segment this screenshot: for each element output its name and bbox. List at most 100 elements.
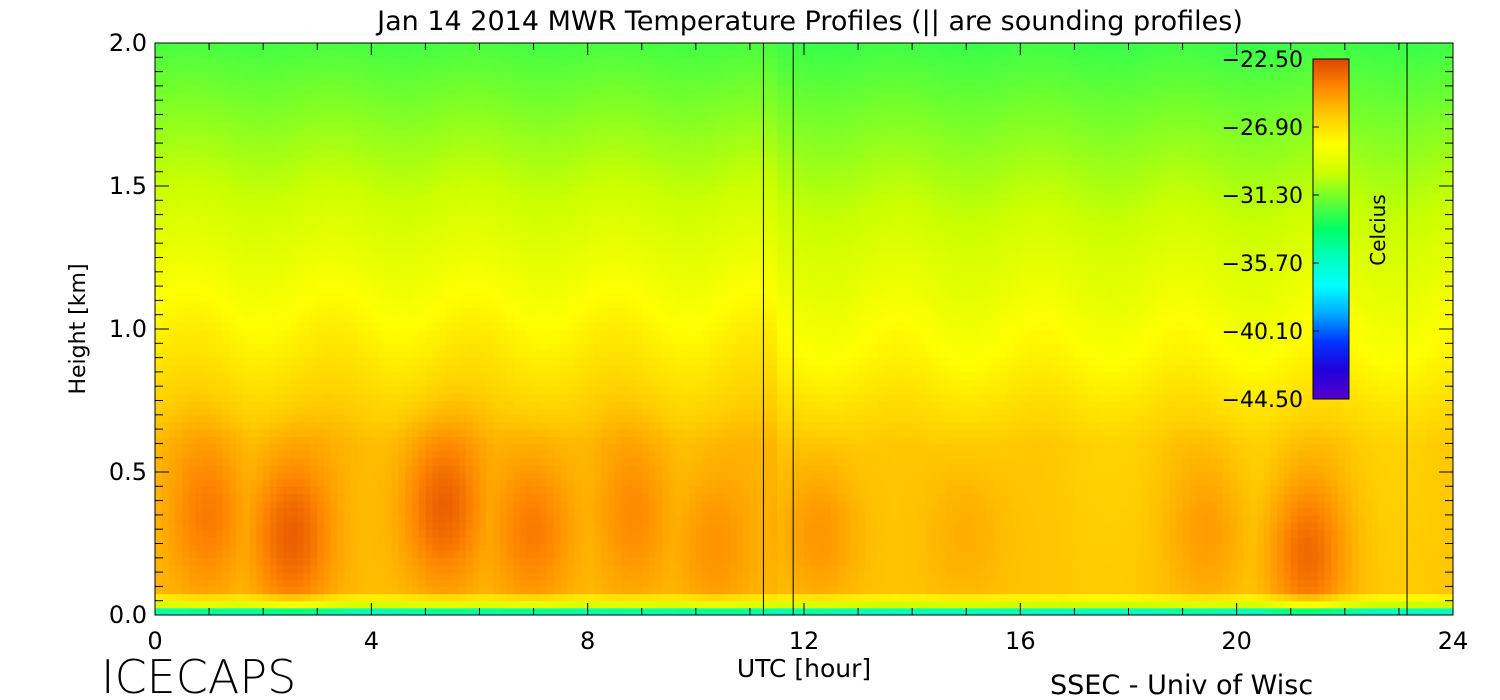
heatmap-cell xyxy=(479,193,487,201)
heatmap-cell xyxy=(337,85,345,94)
heatmap-cell xyxy=(371,171,379,180)
heatmap-cell xyxy=(330,493,339,502)
heatmap-cell xyxy=(242,135,251,144)
heatmap-cell xyxy=(432,178,440,187)
heatmap-cell xyxy=(520,300,528,309)
heatmap-cell xyxy=(357,300,366,309)
heatmap-cell xyxy=(398,257,406,266)
heatmap-cell xyxy=(283,557,291,566)
heatmap-cell xyxy=(398,450,406,459)
heatmap-cell xyxy=(330,464,339,473)
heatmap-cell xyxy=(378,371,386,380)
heatmap-cell xyxy=(337,121,345,130)
heatmap-cell xyxy=(398,135,406,144)
heatmap-cell xyxy=(391,357,399,366)
heatmap-cell xyxy=(195,586,203,595)
heatmap-cell xyxy=(513,564,521,573)
heatmap-cell xyxy=(445,193,454,201)
heatmap-cell xyxy=(432,371,440,380)
heatmap-cell xyxy=(486,493,494,502)
heatmap-cell xyxy=(520,186,528,194)
heatmap-cell xyxy=(486,300,494,309)
heatmap-cell xyxy=(560,164,568,173)
heatmap-cell xyxy=(465,357,474,366)
heatmap-cell xyxy=(540,429,548,437)
heatmap-cell xyxy=(324,71,332,80)
heatmap-cell xyxy=(493,178,501,187)
heatmap-cell xyxy=(479,400,487,409)
heatmap-cell xyxy=(337,43,345,51)
heatmap-cell xyxy=(364,207,372,216)
heatmap-cell xyxy=(547,193,555,201)
heatmap-cell xyxy=(317,243,325,251)
heatmap-cell xyxy=(290,500,298,509)
heatmap-cell xyxy=(229,400,237,409)
heatmap-cell xyxy=(283,50,291,58)
heatmap-cell xyxy=(432,364,440,373)
heatmap-cell xyxy=(330,214,339,223)
heatmap-cell xyxy=(168,114,176,123)
heatmap-cell xyxy=(324,243,332,251)
heatmap-cell xyxy=(263,143,271,151)
heatmap-cell xyxy=(209,457,217,466)
heatmap-cell xyxy=(479,429,487,437)
heatmap-cell xyxy=(269,407,278,416)
heatmap-cell xyxy=(209,536,217,545)
heatmap-cell xyxy=(513,207,521,216)
heatmap-cell xyxy=(310,443,318,452)
heatmap-cell xyxy=(188,221,197,230)
heatmap-cell xyxy=(337,607,345,615)
heatmap-cell xyxy=(432,121,440,130)
heatmap-cell xyxy=(357,50,366,58)
heatmap-cell xyxy=(432,493,440,502)
heatmap-cell xyxy=(452,557,460,566)
heatmap-cell xyxy=(547,443,555,452)
heatmap-cell xyxy=(479,157,487,166)
heatmap-cell xyxy=(432,114,440,123)
heatmap-cell xyxy=(547,414,555,423)
heatmap-cell xyxy=(269,557,278,566)
heatmap-cell xyxy=(567,500,575,509)
heatmap-cell xyxy=(202,293,210,301)
heatmap-cell xyxy=(432,357,440,366)
heatmap-cell xyxy=(236,128,244,137)
heatmap-cell xyxy=(168,43,176,51)
heatmap-cell xyxy=(520,514,528,523)
heatmap-cell xyxy=(479,307,487,316)
heatmap-cell xyxy=(540,128,548,137)
heatmap-cell xyxy=(418,121,427,130)
heatmap-cell xyxy=(506,329,514,337)
heatmap-cell xyxy=(486,522,494,530)
heatmap-cell xyxy=(520,150,528,158)
heatmap-cell xyxy=(202,379,210,387)
heatmap-cell xyxy=(398,500,406,509)
heatmap-cell xyxy=(513,107,521,116)
heatmap-cell xyxy=(249,157,258,166)
heatmap-cell xyxy=(499,114,508,123)
heatmap-cell xyxy=(398,178,406,187)
heatmap-cell xyxy=(236,421,244,430)
heatmap-cell xyxy=(357,600,366,609)
heatmap-cell xyxy=(155,564,163,573)
heatmap-cell xyxy=(432,464,440,473)
heatmap-cell xyxy=(432,500,440,509)
heatmap-cell xyxy=(438,472,447,480)
heatmap-cell xyxy=(351,300,359,309)
heatmap-cell xyxy=(202,236,210,244)
heatmap-cell xyxy=(242,186,251,194)
heatmap-cell xyxy=(222,421,230,430)
heatmap-cell xyxy=(384,414,393,423)
heatmap-cell xyxy=(499,536,508,545)
heatmap-cell xyxy=(479,214,487,223)
heatmap-cell xyxy=(472,307,481,316)
heatmap-cell xyxy=(418,436,427,444)
heatmap-cell xyxy=(351,121,359,130)
heatmap-cell xyxy=(209,450,217,459)
heatmap-cell xyxy=(472,186,481,194)
heatmap-cell xyxy=(276,286,285,294)
heatmap-cell xyxy=(486,243,494,251)
heatmap-cell xyxy=(378,550,386,559)
heatmap-cell xyxy=(256,436,264,444)
heatmap-cell xyxy=(438,64,447,73)
heatmap-cell xyxy=(364,71,372,80)
